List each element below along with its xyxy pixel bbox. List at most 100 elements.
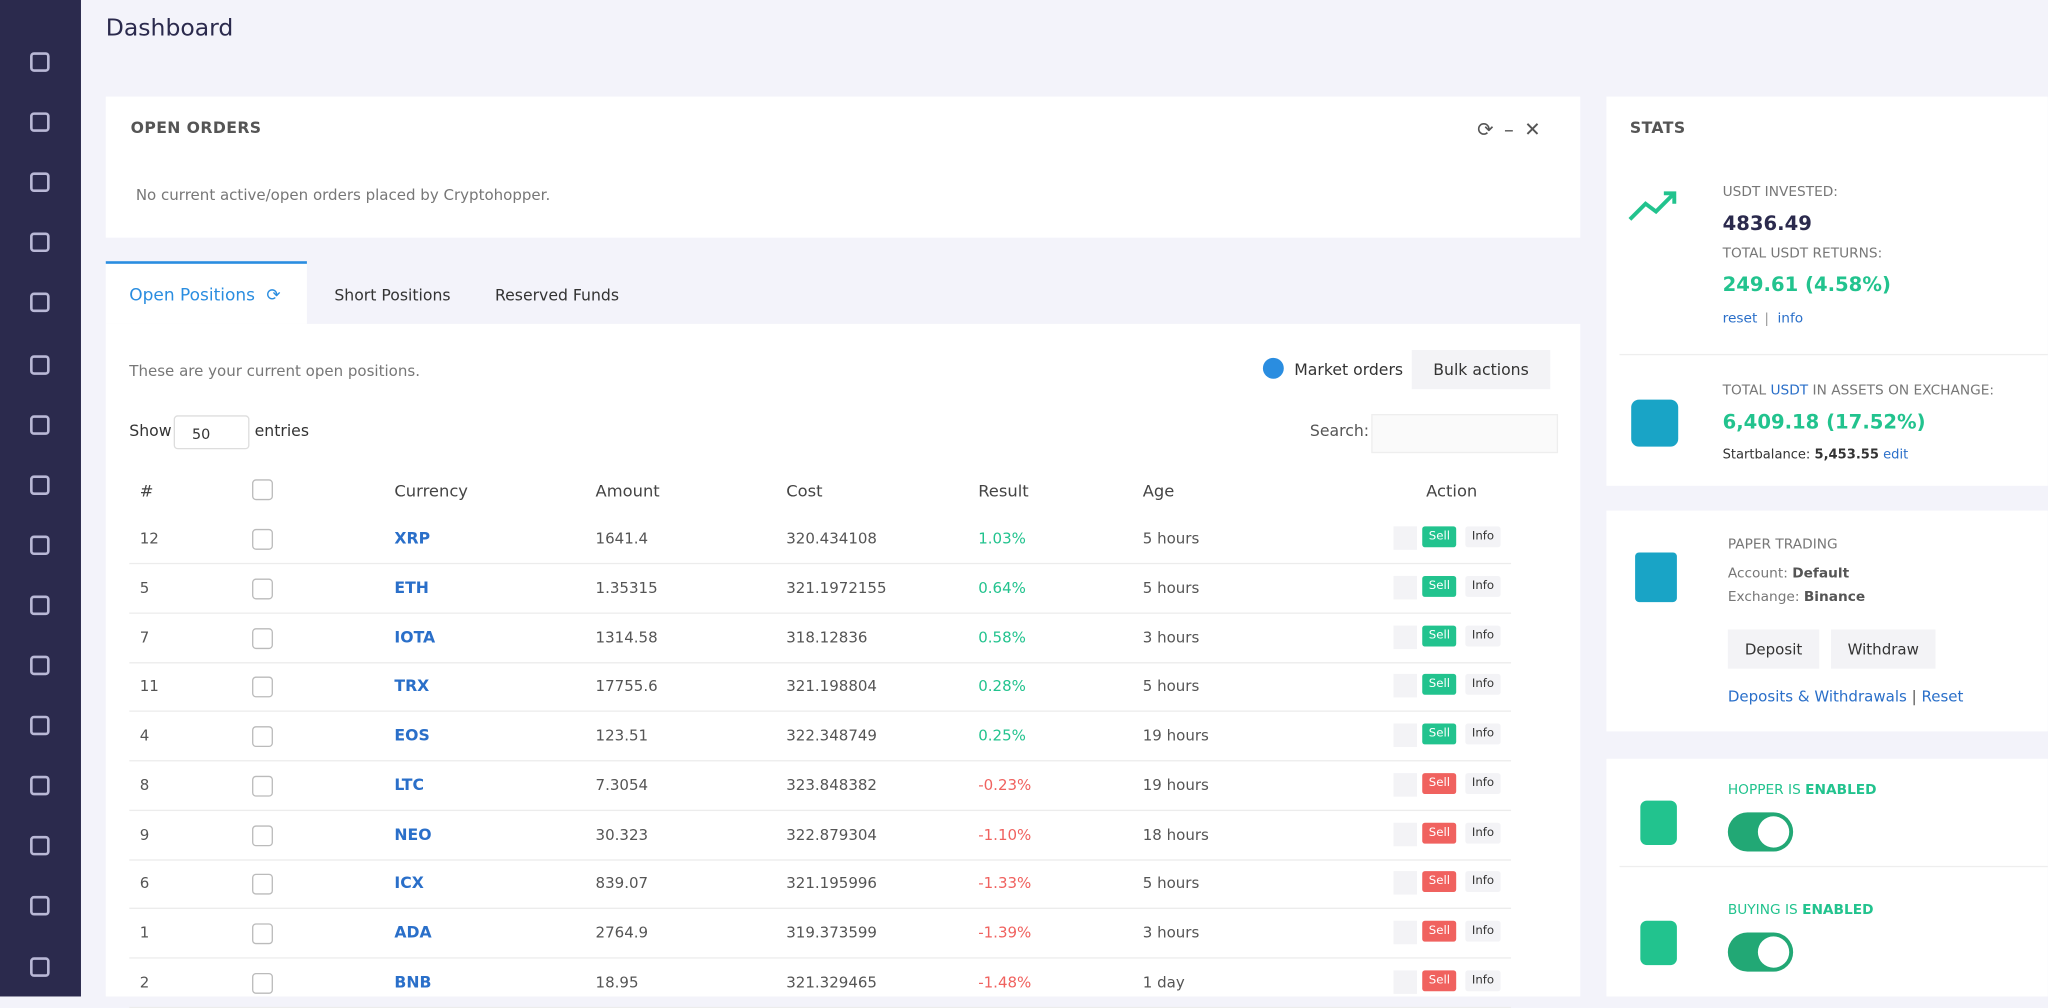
tab-active[interactable]: [105, 261, 307, 324]
nav-icon[interactable]: [30, 292, 50, 313]
nav-icon[interactable]: [30, 775, 50, 796]
button[interactable]: Deposit: [1727, 629, 1820, 669]
cell-currency[interactable]: TRX: [394, 676, 430, 696]
cell-currency[interactable]: XRP: [394, 528, 431, 548]
lock-button[interactable]: [1393, 920, 1418, 945]
info-button[interactable]: Info: [1465, 822, 1501, 844]
sell-button[interactable]: Sell: [1422, 920, 1457, 942]
search-input[interactable]: [1371, 414, 1559, 454]
checkbox-checked[interactable]: [1262, 357, 1284, 379]
link[interactable]: Reset: [1921, 686, 1964, 706]
cell-currency[interactable]: IOTA: [394, 627, 436, 646]
info-button[interactable]: Info: [1465, 575, 1501, 597]
sell-button[interactable]: Sell: [1422, 575, 1457, 597]
tab[interactable]: Short Positions: [334, 286, 451, 305]
column-header[interactable]: Result: [978, 480, 1029, 501]
tab[interactable]: Reserved Funds: [494, 286, 620, 305]
column-header[interactable]: Cost: [786, 480, 823, 501]
checkbox[interactable]: [252, 578, 273, 600]
sell-button[interactable]: Sell: [1422, 822, 1457, 844]
lock-button[interactable]: [1393, 575, 1418, 600]
divider: [1619, 353, 2048, 356]
checkbox[interactable]: [252, 479, 273, 501]
lock-button[interactable]: [1393, 526, 1418, 550]
lock-button[interactable]: [1393, 871, 1418, 895]
exchange: Exchange: Binance: [1728, 589, 1865, 605]
nav-icon[interactable]: [30, 535, 50, 556]
info-button[interactable]: Info: [1465, 970, 1501, 991]
label: HOPPER IS: [1727, 782, 1801, 798]
lock-button[interactable]: [1393, 772, 1418, 797]
nav-icon[interactable]: [30, 415, 50, 435]
info-button[interactable]: Info: [1465, 526, 1501, 548]
lock-button[interactable]: [1393, 723, 1418, 748]
checkbox[interactable]: [252, 528, 273, 550]
checkbox[interactable]: [252, 775, 273, 797]
toggle-switch[interactable]: [1727, 812, 1794, 852]
checkbox[interactable]: [252, 627, 273, 649]
toggle-label: BUYING IS ENABLED: [1728, 902, 1874, 918]
cell-cost: 321.195996: [786, 874, 877, 893]
nav-icon[interactable]: [30, 715, 50, 736]
link[interactable]: info: [1777, 310, 1804, 327]
sell-button[interactable]: Sell: [1422, 871, 1457, 893]
separator: |: [1911, 686, 1917, 706]
toggle-icon: [1640, 800, 1677, 845]
link[interactable]: edit: [1883, 447, 1909, 463]
checkbox[interactable]: [252, 972, 273, 994]
column-header[interactable]: Currency: [394, 480, 468, 501]
nav-icon[interactable]: [30, 835, 50, 856]
nav-icon[interactable]: [30, 655, 50, 676]
checkbox[interactable]: [252, 923, 273, 945]
checkbox[interactable]: [252, 874, 273, 895]
button[interactable]: Withdraw: [1831, 629, 1936, 669]
cell-currency[interactable]: ETH: [394, 578, 429, 597]
column-header[interactable]: #: [139, 480, 154, 501]
nav-icon[interactable]: [30, 475, 50, 495]
bulk-actions[interactable]: Bulk actions: [1411, 350, 1551, 390]
link[interactable]: Deposits & Withdrawals: [1727, 686, 1907, 706]
lock-button[interactable]: [1393, 970, 1418, 994]
tab[interactable]: Open Positions: [129, 286, 255, 306]
select[interactable]: 50: [173, 415, 250, 450]
nav-icon[interactable]: [30, 232, 50, 253]
sell-button[interactable]: Sell: [1422, 624, 1457, 646]
checkbox[interactable]: [252, 824, 273, 846]
cell-currency[interactable]: NEO: [394, 824, 432, 844]
nav-icon[interactable]: [30, 52, 50, 72]
toggle-switch[interactable]: [1727, 932, 1794, 972]
nav-icon[interactable]: [30, 957, 50, 977]
column-header[interactable]: Action: [1426, 480, 1478, 501]
nav-icon[interactable]: [30, 895, 50, 916]
cell-currency[interactable]: LTC: [394, 775, 425, 794]
sell-button[interactable]: Sell: [1422, 772, 1457, 794]
column-header[interactable]: Age: [1142, 480, 1175, 501]
checkbox[interactable]: [252, 726, 273, 748]
cell-currency[interactable]: ICX: [394, 874, 424, 893]
info-button[interactable]: Info: [1465, 723, 1501, 745]
info-button[interactable]: Info: [1465, 624, 1501, 646]
checkbox[interactable]: [252, 676, 273, 698]
nav-icon[interactable]: [30, 595, 50, 616]
sell-button[interactable]: Sell: [1422, 674, 1457, 696]
cell-currency[interactable]: ADA: [394, 923, 432, 942]
cell-currency[interactable]: EOS: [394, 726, 430, 745]
info-button[interactable]: Info: [1465, 871, 1501, 893]
refresh-icon[interactable]: ⟳: [266, 286, 281, 306]
card-controls[interactable]: ⟳–✕: [1477, 117, 1552, 142]
nav-icon[interactable]: [30, 172, 50, 192]
lock-button[interactable]: [1393, 822, 1418, 846]
info-button[interactable]: Info: [1465, 674, 1501, 696]
nav-icon[interactable]: [30, 112, 50, 132]
lock-button[interactable]: [1393, 674, 1418, 698]
column-header[interactable]: Amount: [595, 480, 660, 501]
sell-button[interactable]: Sell: [1422, 723, 1457, 745]
sell-button[interactable]: Sell: [1422, 526, 1457, 548]
lock-button[interactable]: [1393, 624, 1418, 649]
cell-currency[interactable]: BNB: [394, 972, 432, 991]
nav-icon[interactable]: [30, 355, 50, 375]
link[interactable]: reset: [1722, 310, 1758, 327]
sell-button[interactable]: Sell: [1422, 970, 1457, 991]
info-button[interactable]: Info: [1465, 920, 1501, 942]
info-button[interactable]: Info: [1465, 772, 1501, 794]
